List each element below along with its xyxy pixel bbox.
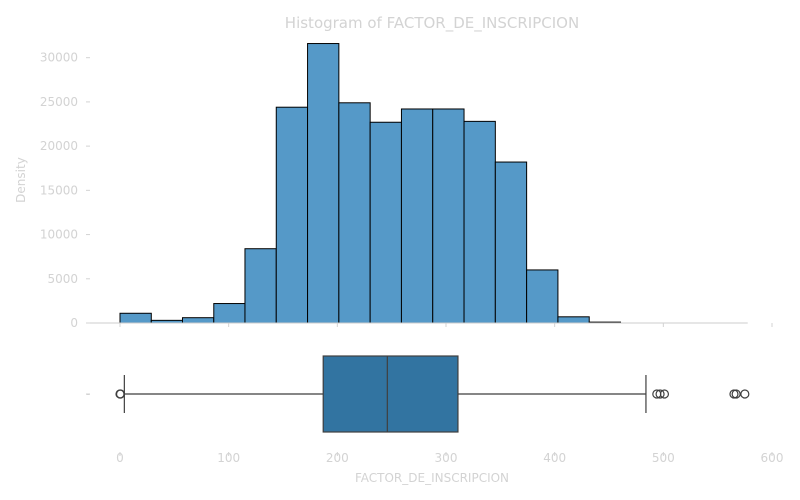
y-axis-title: Density	[14, 157, 28, 203]
histogram-bar	[213, 303, 246, 324]
box-outlier-point	[655, 389, 665, 399]
box-y-tick-label: -	[86, 387, 90, 401]
x-tick-label: 0	[116, 451, 124, 465]
y-tick-label: 20000	[40, 139, 78, 153]
histogram-bar	[526, 269, 559, 324]
histogram-bar	[432, 108, 465, 324]
histogram-bar	[557, 316, 590, 324]
y-tick-label: 15000	[40, 183, 78, 197]
histogram-bar	[244, 248, 277, 324]
boxplot-panel: - 0 100 200 300 400 500 600	[86, 355, 784, 465]
box-outlier-point	[740, 389, 750, 399]
box-outlier-point	[659, 389, 670, 399]
box-outlier-point	[115, 389, 126, 399]
box-outlier-point	[731, 389, 741, 399]
histogram-panel: 0 5000 10000 15000 20000 25000 30000	[40, 43, 773, 330]
x-tick-label: 600	[761, 451, 784, 465]
x-axis-title: FACTOR_DE_INSCRIPCION	[355, 471, 509, 485]
histogram-bar	[307, 43, 340, 324]
chart-title: Histogram of FACTOR_DE_INSCRIPCION	[285, 14, 579, 33]
histogram-bar	[369, 121, 402, 324]
histogram-bar	[119, 312, 152, 324]
histogram-bar	[463, 120, 496, 324]
histogram-bar	[275, 106, 309, 324]
x-tick-label: 400	[543, 451, 566, 465]
x-tick-label: 500	[652, 451, 675, 465]
y-tick-label: 5000	[47, 272, 78, 286]
histogram-bar	[181, 317, 215, 324]
histogram-bar	[400, 108, 434, 324]
box-iqr	[322, 355, 459, 433]
x-tick-label: 200	[326, 451, 349, 465]
y-tick-label: 10000	[40, 228, 78, 242]
x-tick-label: 300	[435, 451, 458, 465]
y-tick-label: 25000	[40, 95, 78, 109]
y-tick-label: 30000	[40, 51, 78, 65]
histogram-bar	[338, 102, 371, 324]
y-tick-label: 0	[70, 316, 78, 330]
x-tick-label: 100	[217, 451, 240, 465]
histogram-bar	[494, 161, 528, 324]
